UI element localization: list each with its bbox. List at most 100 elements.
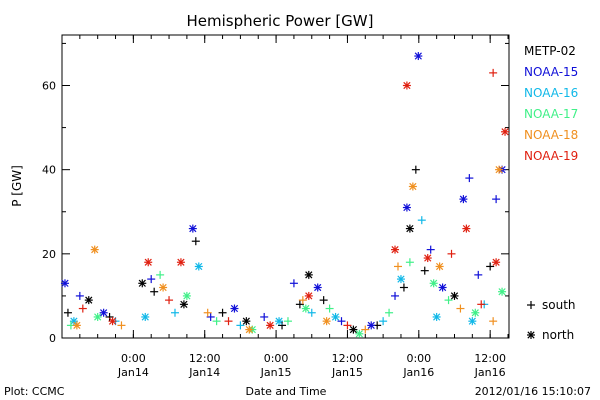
data-point (93, 312, 102, 321)
data-point (396, 275, 405, 284)
data-point (462, 224, 471, 233)
data-point (188, 224, 197, 233)
data-point (435, 262, 444, 271)
data-point (275, 317, 284, 326)
data-marks (60, 52, 510, 338)
data-point (165, 296, 174, 305)
data-point (191, 237, 200, 246)
x-tick-date-label: Jan15 (260, 366, 292, 379)
data-point (468, 317, 477, 326)
data-point (304, 291, 313, 300)
data-point (182, 291, 191, 300)
y-tick-label: 0 (49, 332, 56, 345)
data-point (206, 312, 215, 321)
data-point (459, 195, 468, 204)
data-point (212, 317, 221, 326)
x-tick-time-label: 0:00 (406, 352, 431, 365)
data-point (69, 317, 78, 326)
y-tick-label: 60 (42, 80, 56, 93)
legend-entry: METP-02 (524, 44, 576, 58)
data-point (176, 258, 185, 267)
data-point (194, 262, 203, 271)
data-point (498, 287, 507, 296)
legend-entry: NOAA-19 (524, 149, 578, 163)
x-tick-date-label: Jan16 (402, 366, 434, 379)
data-point (367, 321, 376, 330)
legend: METP-02 NOAA-15 NOAA-16 NOAA-17 NOAA-18 NOAA-… (524, 44, 578, 342)
legend-entry: NOAA-18 (524, 128, 578, 142)
data-point (289, 279, 298, 288)
data-point (391, 291, 400, 300)
data-point (385, 308, 394, 317)
data-point (489, 317, 498, 326)
data-point (456, 304, 465, 313)
series-noaa-19 (78, 68, 510, 330)
data-point (278, 321, 287, 330)
data-point (414, 52, 423, 61)
data-point (117, 321, 126, 330)
data-point (283, 317, 292, 326)
x-tick-time-label: 12:00 (189, 352, 221, 365)
data-point (465, 174, 474, 183)
data-point (242, 317, 251, 326)
data-point (159, 283, 168, 292)
data-point (447, 249, 456, 258)
legend-entry: NOAA-15 (524, 65, 578, 79)
data-point (393, 262, 402, 271)
data-point (224, 317, 233, 326)
data-point (391, 245, 400, 254)
x-tick-time-label: 0:00 (121, 352, 146, 365)
data-point (486, 262, 495, 271)
x-tick-date-label: Jan14 (117, 366, 149, 379)
data-point (319, 296, 328, 305)
data-point (325, 304, 334, 313)
data-point (337, 317, 346, 326)
data-point (260, 312, 269, 321)
data-point (144, 258, 153, 267)
legend-marker (527, 331, 535, 339)
data-point (105, 312, 114, 321)
data-point (99, 308, 108, 317)
y-tick-label: 20 (42, 248, 56, 261)
data-point (343, 321, 352, 330)
x-tick-time-label: 12:00 (474, 352, 506, 365)
data-point (298, 296, 307, 305)
data-point (90, 245, 99, 254)
data-point (438, 283, 447, 292)
data-point (313, 283, 322, 292)
series-noaa-17 (66, 258, 507, 338)
data-point (203, 308, 212, 317)
axis-ticks: 02040600:00Jan1412:00Jan140:00Jan1512:00… (42, 35, 509, 379)
data-point (236, 321, 245, 330)
x-tick-date-label: Jan14 (188, 366, 220, 379)
data-point (411, 165, 420, 174)
data-point (307, 308, 316, 317)
data-point (304, 270, 313, 279)
x-tick-date-label: Jan16 (474, 366, 506, 379)
data-point (355, 329, 364, 338)
footer-timestamp: 2012/01/16 15:10:07 (475, 385, 591, 398)
y-axis-label: P [GW] (10, 165, 24, 207)
data-point (429, 279, 438, 288)
legend-entry: NOAA-16 (524, 86, 578, 100)
data-point (78, 304, 87, 313)
data-point (379, 317, 388, 326)
data-point (423, 254, 432, 263)
data-point (150, 287, 159, 296)
data-point (245, 325, 254, 334)
data-point (60, 279, 69, 288)
data-point (474, 270, 483, 279)
x-tick-date-label: Jan15 (331, 366, 363, 379)
data-point (399, 283, 408, 292)
data-point (477, 300, 486, 309)
chart-title: Hemispheric Power [GW] (187, 12, 374, 30)
data-point (420, 266, 429, 275)
series-noaa-15 (60, 52, 507, 330)
data-point (501, 127, 510, 136)
data-point (492, 195, 501, 204)
data-point (417, 216, 426, 225)
data-point (361, 325, 370, 334)
footer-credit: Plot: CCMC (4, 385, 65, 398)
data-point (444, 296, 453, 305)
